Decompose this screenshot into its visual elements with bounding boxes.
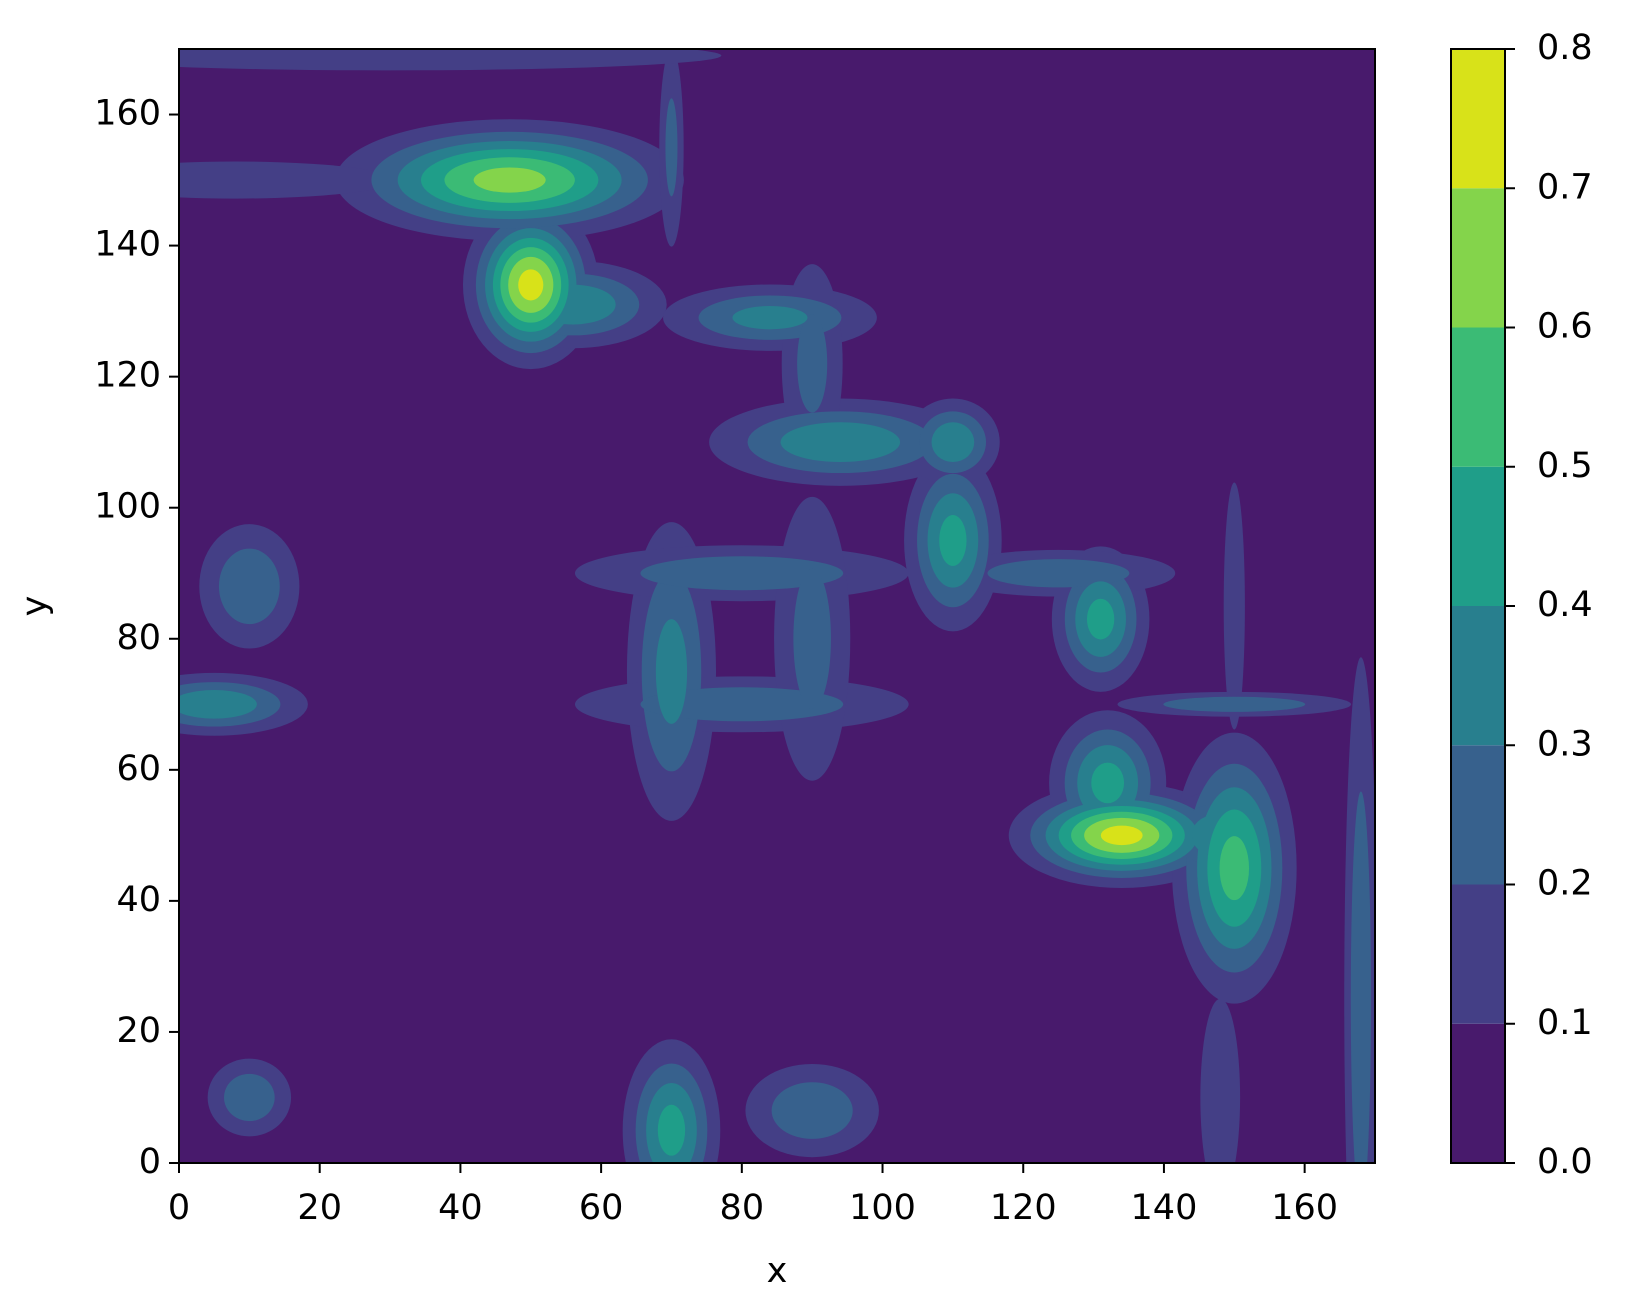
contour-region [1200,998,1241,1163]
colorbar-tick-label: 0.2 [1537,864,1593,904]
colorbar-tick-label: 0.3 [1537,724,1593,764]
x-tick-label: 100 [849,1188,916,1228]
contour-region [1219,836,1250,901]
colorbar-band [1451,327,1505,467]
x-tick-label: 120 [990,1188,1057,1228]
x-tick-label: 80 [720,1188,765,1228]
colorbar-band [1451,1023,1505,1163]
contour-region [224,1073,275,1122]
x-tick-label: 20 [297,1188,342,1228]
colorbar-tick-label: 0.6 [1537,307,1593,347]
y-tick-label: 20 [116,1011,161,1051]
contour-region [179,161,395,199]
contour-region [797,314,828,413]
contour-region [1223,482,1245,730]
x-tick-label: 40 [438,1188,483,1228]
contour-region [657,1104,686,1156]
contour-region [931,422,975,463]
y-tick-label: 100 [94,487,161,527]
colorbar-tick-label: 0.4 [1537,585,1593,625]
contour-region [179,49,722,71]
contour-region [218,548,280,625]
colorbar-band [1451,606,1505,746]
colorbar-tick-label: 0.8 [1537,28,1593,68]
contour-region [179,689,257,719]
y-tick-label: 0 [139,1142,161,1182]
colorbar-band [1451,745,1505,885]
contour-region [473,167,546,193]
y-tick-label: 40 [116,880,161,920]
contour-region [518,269,544,301]
contour-region [987,559,1130,588]
colorbar-band [1451,466,1505,606]
contour-region [1091,762,1125,804]
y-tick-label: 60 [116,749,161,789]
contour-region [655,619,688,724]
y-axis-label: y [15,596,55,617]
contour-region [1350,791,1372,1163]
contour-region [665,98,678,197]
plot-frame [178,48,1376,1164]
contour-region [640,556,844,591]
x-tick-label: 160 [1271,1188,1338,1228]
colorbar-band [1451,188,1505,328]
x-tick-label: 60 [579,1188,624,1228]
x-tick-label: 140 [1131,1188,1198,1228]
contour-region [771,1082,853,1139]
colorbar-tick-label: 0.5 [1537,446,1593,486]
y-tick-label: 120 [94,356,161,396]
x-tick-label: 0 [168,1188,190,1228]
contour-region [780,422,901,463]
colorbar-band [1451,49,1505,189]
y-tick-label: 80 [116,618,161,658]
contour-region [939,515,967,566]
plot-area [179,49,1375,1163]
colorbar-tick-label: 0.7 [1537,167,1593,207]
contour-region [732,306,808,330]
colorbar-tick-label: 0.1 [1537,1003,1593,1043]
colorbar-tick-label: 0.0 [1537,1142,1593,1182]
y-tick-label: 160 [94,94,161,134]
contour-region [793,568,831,709]
x-axis-label: x [767,1251,788,1291]
contour-region [1100,825,1143,846]
contour-region [1086,598,1115,640]
y-tick-label: 140 [94,225,161,265]
colorbar-band [1451,884,1505,1024]
contour-region [1163,696,1306,712]
contour-region [640,687,844,722]
